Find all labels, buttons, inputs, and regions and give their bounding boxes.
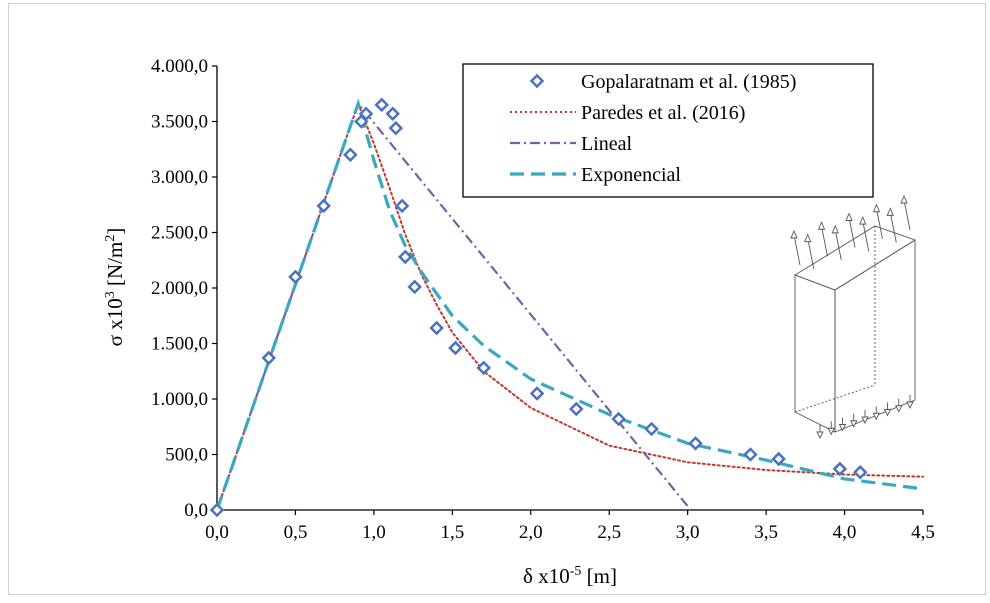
data-point-marker <box>374 97 390 113</box>
data-point-marker <box>852 464 868 480</box>
data-point-marker <box>288 269 303 285</box>
data-point-marker <box>388 120 404 136</box>
y-tick-label: 3.000,0 <box>151 167 208 188</box>
y-tick-label: 1.500,0 <box>151 334 208 355</box>
y-tick-label: 1.000,0 <box>151 389 208 410</box>
chart-frame <box>8 3 986 595</box>
series-layer <box>209 97 924 518</box>
x-tick-label: 3,0 <box>676 522 700 543</box>
data-point-marker <box>688 436 703 451</box>
x-ticks: 0,0 0,5 1,0 1,5 2,0 2,5 3,0 3,5 4,0 4,5 <box>205 510 935 543</box>
data-point-marker <box>832 461 848 477</box>
data-point-marker <box>611 411 626 427</box>
legend-marker-diamond <box>529 73 545 89</box>
x-tick-label: 2,5 <box>597 522 621 543</box>
y-axis-label: σ x103 [N/m2] <box>103 228 127 347</box>
data-point-marker <box>343 147 358 163</box>
x-tick-label: 4,5 <box>911 522 935 543</box>
data-point-marker <box>397 249 413 265</box>
y-tick-label: 0,0 <box>184 500 208 521</box>
data-point-marker <box>209 502 225 518</box>
data-point-marker <box>644 421 659 437</box>
x-tick-label: 3,5 <box>754 522 778 543</box>
x-tick-label: 1,5 <box>440 522 464 543</box>
data-point-marker <box>385 106 400 121</box>
specimen-inset-illustration <box>790 194 917 440</box>
y-ticks: 0,0 500,0 1.000,0 1.500,0 2.000,0 2.500,0 3.00… <box>151 56 217 521</box>
data-point-marker <box>261 350 277 366</box>
data-point-marker <box>771 451 786 467</box>
data-point-marker <box>407 279 422 295</box>
series-line-dashdot <box>215 101 692 511</box>
data-point-marker <box>743 447 758 462</box>
data-point-marker <box>429 320 444 336</box>
y-tick-label: 4.000,0 <box>151 56 208 77</box>
legend-label: Lineal <box>581 133 633 155</box>
data-point-marker <box>529 386 545 401</box>
y-tick-label: 3.500,0 <box>151 112 208 133</box>
data-point-marker <box>394 198 410 214</box>
x-tick-label: 0,5 <box>284 522 308 543</box>
y-tick-label: 2.500,0 <box>151 223 208 244</box>
legend-label: Exponencial <box>581 164 681 186</box>
x-tick-label: 2,0 <box>519 522 543 543</box>
data-point-marker <box>476 360 491 376</box>
legend-label: Paredes et al. (2016) <box>581 102 745 124</box>
x-tick-label: 1,0 <box>362 522 386 543</box>
x-tick-label: 4,0 <box>833 522 857 543</box>
data-point-marker <box>448 340 463 356</box>
legend: Gopalaratnam et al. (1985) Paredes et al.… <box>510 71 796 186</box>
series-line-dotted <box>216 100 924 511</box>
legend-label: Gopalaratnam et al. (1985) <box>581 71 796 93</box>
data-point-marker <box>316 198 331 214</box>
y-tick-label: 2.000,0 <box>151 278 208 299</box>
data-point-marker <box>358 106 374 121</box>
data-point-marker <box>569 401 584 417</box>
y-tick-label: 500,0 <box>165 445 208 466</box>
x-tick-label: 0,0 <box>205 522 229 543</box>
x-axis-label: δ x10-5 [m] <box>523 564 617 588</box>
